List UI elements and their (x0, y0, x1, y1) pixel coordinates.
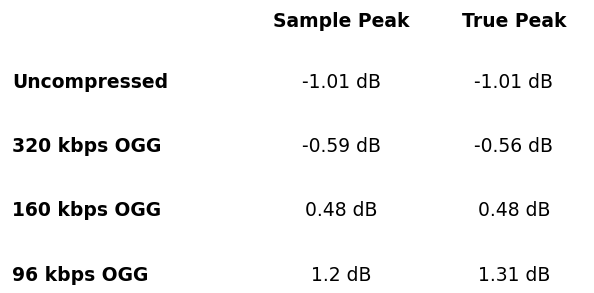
Text: Uncompressed: Uncompressed (12, 73, 168, 91)
Text: 320 kbps OGG: 320 kbps OGG (12, 137, 161, 156)
Text: 0.48 dB: 0.48 dB (305, 202, 378, 220)
Text: 0.48 dB: 0.48 dB (478, 202, 550, 220)
Text: True Peak: True Peak (462, 12, 566, 31)
Text: -1.01 dB: -1.01 dB (302, 73, 381, 91)
Text: 96 kbps OGG: 96 kbps OGG (12, 266, 148, 285)
Text: Sample Peak: Sample Peak (273, 12, 410, 31)
Text: 1.2 dB: 1.2 dB (311, 266, 372, 285)
Text: -0.56 dB: -0.56 dB (475, 137, 553, 156)
Text: -1.01 dB: -1.01 dB (475, 73, 553, 91)
Text: -0.59 dB: -0.59 dB (302, 137, 381, 156)
Text: 160 kbps OGG: 160 kbps OGG (12, 202, 161, 220)
Text: 1.31 dB: 1.31 dB (478, 266, 550, 285)
